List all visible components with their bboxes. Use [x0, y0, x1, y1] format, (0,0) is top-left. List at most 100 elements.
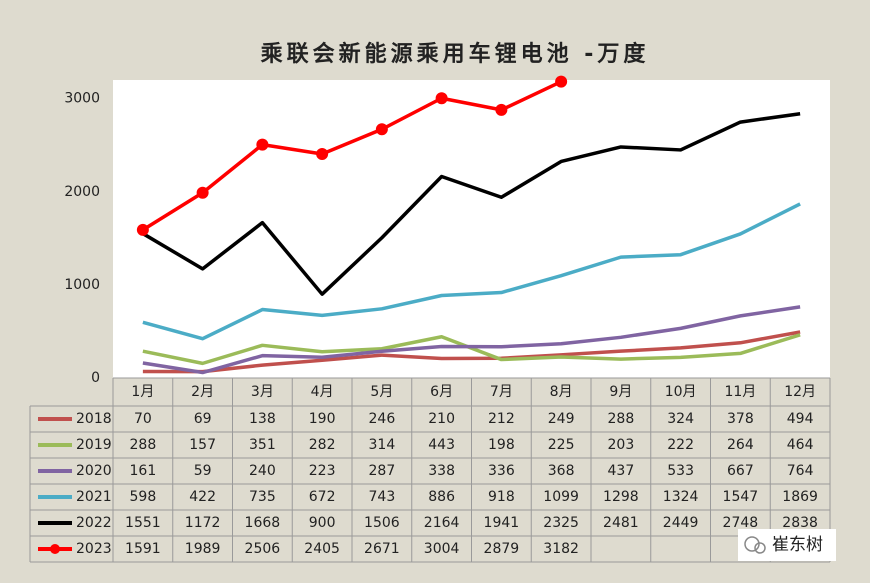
table-value: 223	[309, 463, 336, 479]
legend-label: 2021	[76, 489, 112, 505]
table-value: 288	[608, 411, 635, 427]
table-value: 351	[249, 437, 276, 453]
series-marker	[316, 148, 329, 161]
y-tick-label: 1000	[64, 277, 100, 293]
table-value: 240	[249, 463, 276, 479]
x-tick-label: 11月	[724, 384, 756, 400]
x-tick-label: 6月	[430, 384, 453, 400]
table-value: 2164	[424, 515, 460, 531]
series-marker	[256, 138, 269, 151]
series-marker	[495, 103, 508, 116]
legend-label: 2022	[76, 515, 112, 531]
series-line	[142, 305, 801, 375]
table-value: 161	[130, 463, 157, 479]
series-marker	[555, 75, 568, 88]
table-value: 3182	[543, 541, 579, 557]
table-value: 246	[369, 411, 396, 427]
table-value: 735	[249, 489, 276, 505]
table-value: 667	[727, 463, 754, 479]
watermark-icon	[754, 542, 766, 554]
table-value: 222	[667, 437, 694, 453]
x-tick-label: 8月	[550, 384, 573, 400]
x-tick-label: 1月	[131, 384, 154, 400]
table-value: 190	[309, 411, 336, 427]
table-value: 2405	[304, 541, 340, 557]
y-tick-label: 3000	[64, 91, 100, 107]
table-value: 368	[548, 463, 575, 479]
table-value: 2671	[364, 541, 400, 557]
table-value: 264	[727, 437, 754, 453]
table-value: 249	[548, 411, 575, 427]
table-value: 918	[488, 489, 515, 505]
watermark-box	[738, 529, 836, 561]
series-line	[141, 111, 801, 296]
table-value: 378	[727, 411, 754, 427]
series-marker	[435, 92, 448, 105]
y-tick-label: 0	[91, 370, 100, 386]
series-line	[142, 202, 801, 341]
table-value: 3004	[424, 541, 460, 557]
table-value: 203	[608, 437, 635, 453]
series-marker	[136, 223, 149, 236]
watermark: 崔东树	[772, 535, 823, 555]
table-value: 2879	[484, 541, 520, 557]
table-value: 225	[548, 437, 575, 453]
table-value: 437	[608, 463, 635, 479]
table-value: 282	[309, 437, 336, 453]
table-value: 900	[309, 515, 336, 531]
table-value: 157	[189, 437, 216, 453]
table-value: 464	[787, 437, 814, 453]
series-line	[142, 330, 801, 374]
table-value: 338	[428, 463, 455, 479]
table-value: 59	[194, 463, 212, 479]
table-value: 2838	[782, 515, 818, 531]
table-value: 287	[369, 463, 396, 479]
table-value: 1869	[782, 489, 818, 505]
table-value: 2506	[245, 541, 281, 557]
series-line	[141, 80, 562, 232]
data-table: 1月 2月 3月 4月 5月 6月 7月 8月 9月 10月 11月 12月 2018 70 69 138 19…	[29, 377, 831, 563]
table-value: 1668	[245, 515, 281, 531]
table-value: 210	[428, 411, 455, 427]
chart-title: 乘联会新能源乘用车锂电池 -万度	[260, 41, 650, 67]
legend-label: 2020	[76, 463, 112, 479]
y-tick-label: 2000	[64, 184, 100, 200]
series-marker	[375, 123, 388, 136]
table-value: 886	[428, 489, 455, 505]
legend-label: 2023	[76, 541, 112, 557]
x-tick-label: 7月	[490, 384, 513, 400]
plot	[136, 75, 801, 375]
table-value: 743	[369, 489, 396, 505]
x-tick-label: 2月	[191, 384, 214, 400]
plot-area	[113, 80, 830, 378]
table-value: 2325	[543, 515, 579, 531]
table-value: 198	[488, 437, 515, 453]
watermark-icon	[744, 536, 760, 552]
table-value: 336	[488, 463, 515, 479]
x-tick-label: 12月	[784, 384, 816, 400]
legend-label: 2018	[76, 411, 112, 427]
table-value: 764	[787, 463, 814, 479]
legend-marker	[50, 544, 60, 554]
table-value: 2748	[723, 515, 759, 531]
table-value: 598	[130, 489, 157, 505]
table-value: 422	[189, 489, 216, 505]
table-value: 70	[134, 411, 152, 427]
x-tick-label: 9月	[609, 384, 632, 400]
x-tick-label: 10月	[665, 384, 697, 400]
table-value: 672	[309, 489, 336, 505]
table-value: 1989	[185, 541, 221, 557]
table-value: 443	[428, 437, 455, 453]
table-value: 1547	[723, 489, 759, 505]
table-value: 1099	[543, 489, 579, 505]
table-value: 494	[787, 411, 814, 427]
series-marker	[196, 186, 209, 199]
table-value: 1591	[125, 541, 161, 557]
x-tick-label: 3月	[251, 384, 274, 400]
table-value: 1298	[603, 489, 639, 505]
legend-label: 2019	[76, 437, 112, 453]
table-value: 138	[249, 411, 276, 427]
table-value: 1324	[663, 489, 699, 505]
table-value: 288	[130, 437, 157, 453]
